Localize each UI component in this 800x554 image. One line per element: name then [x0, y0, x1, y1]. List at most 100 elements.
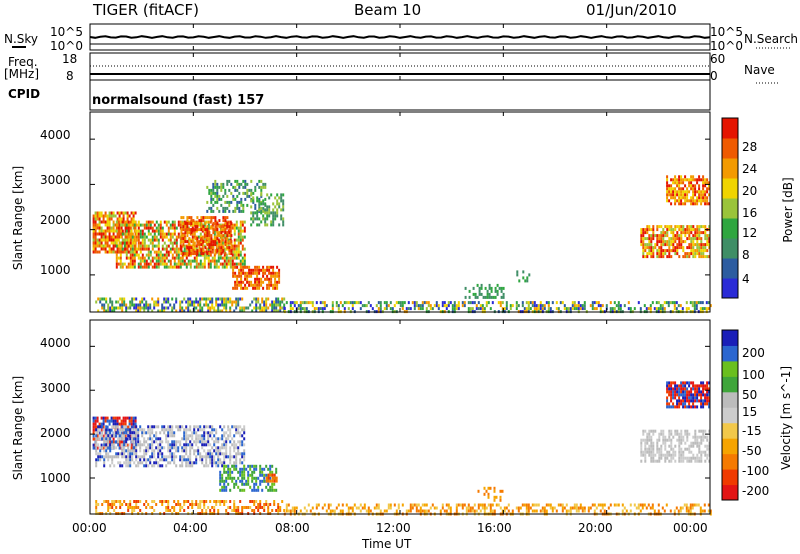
velocity-cell [219, 482, 222, 486]
power-cell [475, 307, 478, 311]
velocity-cell [487, 495, 490, 499]
power-cell [226, 206, 229, 210]
power-cell [139, 232, 142, 236]
power-cell [145, 262, 148, 266]
velocity-cell [654, 459, 657, 463]
power-cell [239, 262, 242, 266]
power-cell [205, 303, 208, 307]
velocity-cell [134, 437, 137, 441]
power-cell [678, 184, 681, 188]
velocity-cell [187, 506, 190, 509]
velocity-cell [255, 482, 258, 486]
power-cell [211, 256, 214, 260]
power-cell [228, 231, 231, 235]
power-cell [256, 280, 259, 284]
power-cell [676, 246, 679, 250]
velocity-cell [261, 506, 264, 509]
power-cell [672, 181, 675, 185]
velocity-cell [652, 444, 655, 448]
velocity-cell [209, 509, 212, 512]
power-cell [141, 256, 144, 260]
velocity-cell [124, 419, 127, 423]
velocity-cell [249, 500, 252, 503]
velocity-cell [149, 443, 152, 447]
power-cell [145, 226, 148, 230]
velocity-cell [650, 435, 653, 439]
power-cell [272, 202, 275, 206]
power-cell [141, 300, 144, 304]
velocity-cell [672, 450, 675, 454]
velocity-cell [658, 432, 661, 436]
velocity-cell [205, 443, 208, 447]
velocity-cell [135, 458, 138, 462]
power-cell [421, 304, 424, 308]
power-cell [696, 190, 699, 194]
velocity-cell [135, 455, 138, 459]
power-cell [110, 217, 113, 221]
velocity-cell [171, 431, 174, 435]
velocity-cell [191, 437, 194, 441]
velocity-cell [130, 425, 133, 429]
power-cell [700, 199, 703, 203]
power-cell [258, 223, 261, 227]
power-cell [674, 237, 677, 241]
power-cell [685, 301, 688, 305]
power-cell [101, 297, 104, 301]
velocity-cell [253, 470, 256, 474]
power-cell [702, 243, 705, 247]
velocity-cell [299, 509, 302, 513]
power-cell [664, 240, 667, 244]
power-cell [199, 303, 202, 307]
velocity-cell [668, 381, 671, 385]
velocity-cell [668, 393, 671, 397]
velocity-cell [247, 470, 250, 474]
power-cell [200, 225, 203, 229]
velocity-cell [704, 393, 707, 397]
power-cell [236, 179, 239, 183]
power-cell [220, 203, 223, 207]
velocity-cell [103, 440, 106, 444]
velocity-cell [259, 473, 262, 477]
velocity-cell [680, 399, 683, 403]
power-cell [189, 265, 192, 269]
power-cell [117, 250, 120, 254]
power-cell [276, 193, 279, 197]
power-cell [151, 244, 154, 248]
velocity-cell [215, 431, 218, 435]
velocity-cell [103, 500, 106, 503]
power-cell [704, 249, 707, 253]
power-cell [472, 286, 475, 290]
power-cell [236, 280, 239, 284]
power-cell [678, 234, 681, 238]
power-cell [250, 271, 253, 275]
velocity-cell [640, 441, 643, 445]
velocity-cell [670, 441, 673, 445]
velocity-cell [233, 506, 236, 509]
power-cell [692, 178, 695, 182]
power-cell [674, 234, 677, 238]
power-cell [92, 235, 95, 239]
power-cell [521, 301, 524, 305]
power-cell [153, 303, 156, 307]
power-cell [129, 265, 132, 269]
power-cell [694, 193, 697, 197]
power-cell [100, 247, 103, 251]
power-cell [680, 178, 683, 182]
velocity-cell [644, 441, 647, 445]
power-cell [248, 274, 251, 278]
velocity-cell [185, 434, 188, 438]
power-cell [289, 307, 292, 311]
power-cell [702, 178, 705, 182]
power-cell [114, 244, 117, 248]
power-cell [680, 193, 683, 197]
power-cell [668, 249, 671, 253]
velocity-cell [247, 506, 250, 509]
power-cell [268, 208, 271, 212]
power-cell [193, 309, 196, 313]
velocity-cell [678, 456, 681, 460]
power-cell [239, 250, 242, 254]
power-cell [179, 220, 182, 224]
velocity-cell [229, 428, 232, 432]
power-cell [202, 249, 205, 253]
velocity-cell [129, 431, 132, 435]
